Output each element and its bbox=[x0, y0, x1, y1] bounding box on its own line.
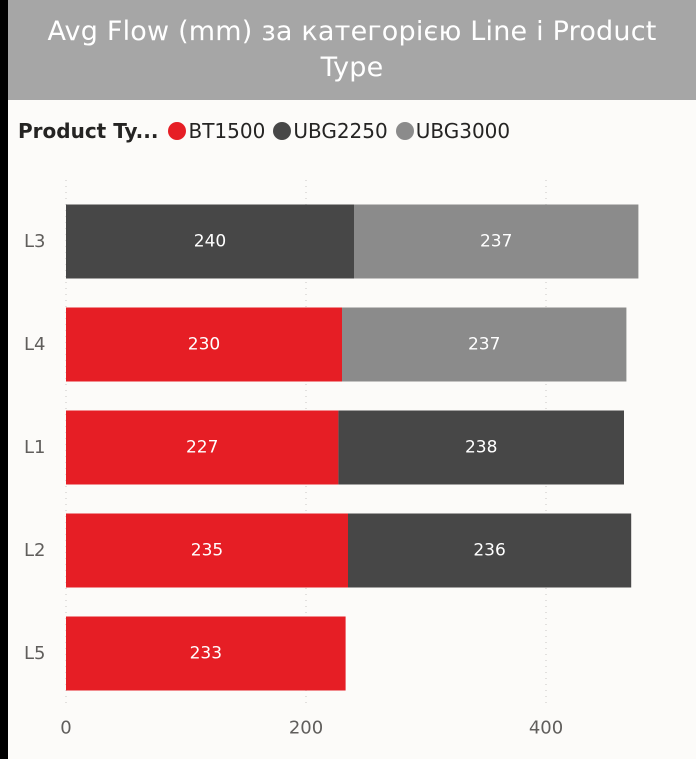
bar-l1-ubg2250 bbox=[338, 410, 624, 485]
category-label-l3: L3 bbox=[24, 231, 45, 252]
legend-dot-ubg3000 bbox=[395, 122, 414, 140]
bar-l5-bt1500 bbox=[66, 616, 346, 691]
legend-label-ubg3000: UBG3000 bbox=[415, 119, 511, 143]
x-tick-label-200: 200 bbox=[289, 718, 323, 739]
bar-l2-bt1500 bbox=[66, 513, 348, 588]
chart-visual: Avg Flow (mm) за категорією Line і Produ… bbox=[8, 0, 696, 759]
data-label-l5-bt1500: 233 bbox=[190, 644, 222, 664]
bar-l2-ubg2250 bbox=[348, 513, 632, 588]
bar-l4-bt1500 bbox=[66, 307, 342, 382]
data-label-l2-ubg2250: 236 bbox=[473, 541, 505, 561]
legend-title: Product Ty... bbox=[18, 119, 159, 143]
data-label-l2-bt1500: 235 bbox=[191, 541, 223, 561]
x-tick-label-400: 400 bbox=[529, 718, 563, 739]
category-label-l4: L4 bbox=[24, 334, 45, 355]
bar-l4-ubg3000 bbox=[342, 307, 627, 382]
bar-l3-ubg2250 bbox=[66, 204, 354, 279]
bar-chart-plot: 240 237 L3 230 237 L4 227 238 L1 235 236 L2 233 L5 0 20… bbox=[24, 180, 639, 739]
data-label-l1-bt1500: 227 bbox=[186, 438, 218, 458]
legend-item-ubg2250[interactable]: UBG2250 bbox=[273, 119, 388, 143]
chart-title: Avg Flow (mm) за категорією Line і Produ… bbox=[47, 16, 657, 83]
data-label-l4-bt1500: 230 bbox=[188, 335, 220, 355]
chart-title-bar: Avg Flow (mm) за категорією Line і Produ… bbox=[8, 0, 696, 100]
data-label-l1-ubg2250: 238 bbox=[465, 438, 497, 458]
data-label-l3-ubg3000: 237 bbox=[480, 232, 512, 252]
legend-label-ubg2250: UBG2250 bbox=[293, 119, 388, 143]
category-label-l1: L1 bbox=[24, 437, 45, 458]
data-label-l4-ubg3000: 237 bbox=[468, 335, 500, 355]
bar-l1-bt1500 bbox=[66, 410, 339, 485]
legend-dot-bt1500 bbox=[168, 122, 187, 140]
category-label-l2: L2 bbox=[24, 540, 45, 561]
legend-dot-ubg2250 bbox=[273, 122, 292, 140]
legend-label-bt1500: BT1500 bbox=[188, 119, 266, 143]
legend-item-ubg3000[interactable]: UBG3000 bbox=[395, 119, 511, 143]
category-label-l5: L5 bbox=[24, 643, 45, 664]
legend: Product Ty... BT1500 UBG2250 UBG3000 bbox=[18, 116, 518, 146]
x-tick-label-0: 0 bbox=[60, 718, 71, 739]
data-label-l3-ubg2250: 240 bbox=[194, 232, 226, 252]
legend-item-bt1500[interactable]: BT1500 bbox=[168, 119, 265, 143]
bar-l3-ubg3000 bbox=[354, 204, 639, 279]
